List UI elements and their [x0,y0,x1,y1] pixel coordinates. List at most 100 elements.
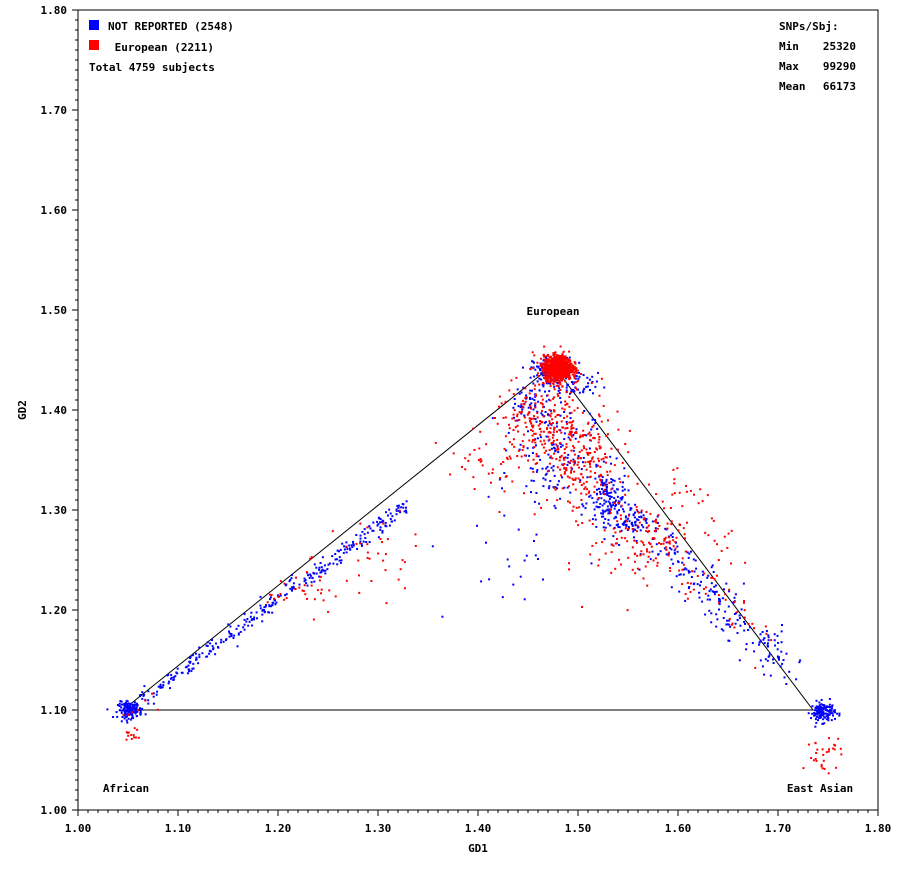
data-point [574,461,576,464]
data-point [620,529,623,532]
data-point [640,524,643,527]
data-point [589,460,592,463]
data-point [188,670,190,673]
data-point [565,443,568,446]
data-point [642,518,645,521]
data-point [127,731,130,734]
data-point [542,485,545,488]
data-point [580,468,583,471]
data-point [574,361,577,364]
data-point [502,461,505,463]
data-point [572,389,575,391]
data-point [589,553,592,556]
x-tick-label: 1.10 [165,822,192,835]
data-point [670,523,673,526]
data-point [689,591,692,593]
data-point [192,662,195,665]
data-point [551,365,554,367]
data-point [640,540,643,543]
data-point [319,562,322,564]
data-point [602,491,605,494]
data-point [504,416,507,419]
data-point [393,519,396,522]
data-point [159,686,162,689]
stats-min-value: 25320 [823,40,856,53]
data-point [833,709,836,712]
data-point [544,421,547,423]
data-point [701,600,704,603]
data-point [838,712,841,715]
data-point [525,394,527,397]
data-point [621,489,624,492]
data-point [570,466,573,469]
data-point [816,710,819,713]
data-point [580,499,583,501]
data-point [479,458,482,461]
data-point [751,622,754,625]
data-point [585,468,588,471]
data-point [478,447,481,450]
data-point [302,590,305,593]
data-point [261,620,264,623]
data-point [711,576,714,579]
data-point [250,611,253,614]
data-point [631,521,633,524]
data-point [637,519,640,521]
data-point [568,562,570,565]
data-point [807,743,810,746]
data-point [230,635,233,637]
data-point [759,633,762,636]
data-point [671,493,674,496]
data-point [534,441,537,444]
data-point [684,593,687,595]
data-point [562,374,565,377]
data-point [588,495,591,498]
data-point [505,475,508,478]
data-point [279,593,282,595]
data-point [485,541,487,544]
data-point [609,502,612,505]
data-point [557,378,560,381]
data-point [535,492,538,494]
data-point [551,441,554,444]
data-point [536,410,539,413]
data-point [512,438,515,441]
data-point [587,460,590,463]
data-point [817,719,819,722]
data-point [567,460,570,463]
data-point [813,709,816,712]
data-point [520,455,523,458]
data-point [554,380,557,383]
data-point [133,727,136,730]
data-point [619,530,621,533]
data-point [517,449,520,452]
data-point [595,501,598,504]
data-point [738,617,741,620]
data-point [328,562,331,565]
data-point [614,501,616,504]
data-point [759,639,762,642]
data-point [572,479,575,481]
data-point [312,618,315,621]
data-point [674,547,677,550]
data-point [781,624,783,626]
data-point [558,429,561,432]
data-point [402,506,405,509]
data-point [743,629,746,632]
data-point [733,600,736,603]
data-point [508,427,511,430]
data-point [560,368,563,370]
data-point [728,590,731,593]
data-point [553,365,556,368]
data-point [690,582,692,585]
data-point [523,403,526,406]
data-point [561,353,564,356]
data-point [139,707,141,710]
data-point [530,407,532,410]
data-point [285,597,288,600]
legend-total: Total 4759 subjects [89,61,215,74]
data-point [585,448,588,451]
data-point [707,574,710,577]
data-point [617,428,620,431]
data-point [619,497,622,500]
